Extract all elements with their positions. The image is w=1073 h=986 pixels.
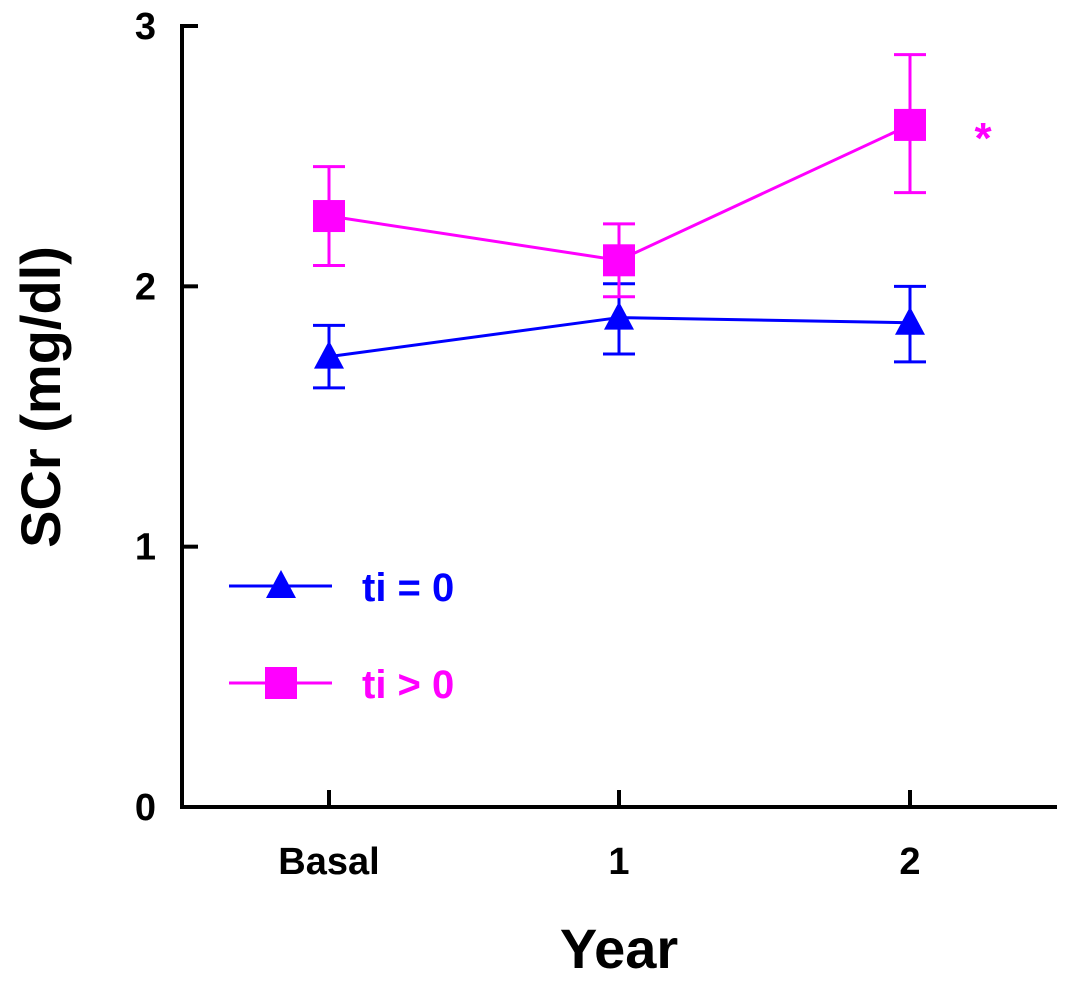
- data-point-ti-gt-0-0: [313, 200, 345, 233]
- x-axis-title: Year: [560, 917, 678, 980]
- legend-marker-ti-eq-0: [266, 570, 296, 598]
- axes: [180, 24, 1057, 809]
- legend-label-ti-gt-0: ti > 0: [362, 663, 454, 707]
- y-tick-label-0: 0: [135, 787, 156, 829]
- legend: ti = 0 ti > 0: [229, 566, 454, 707]
- series-ti-gt-0: [313, 53, 926, 299]
- series-layer: [313, 53, 926, 390]
- x-tick-label-1: 1: [608, 841, 629, 883]
- x-tick-label-2: 2: [899, 841, 920, 883]
- y-ticks: 0 1 2 3: [135, 6, 198, 829]
- x-ticks: Basal 1 2: [278, 790, 921, 883]
- data-point-ti-eq-0-1: [604, 301, 634, 330]
- series-ti-eq-0: [313, 282, 926, 390]
- significance-asterisk: *: [974, 114, 992, 163]
- y-tick-label-1: 1: [135, 527, 156, 569]
- legend-label-ti-eq-0: ti = 0: [362, 566, 454, 610]
- data-point-ti-gt-0-2: [894, 108, 926, 141]
- x-tick-label-basal: Basal: [278, 841, 379, 883]
- data-point-ti-gt-0-1: [603, 244, 635, 277]
- annotation-layer: *: [974, 114, 992, 163]
- y-tick-label-3: 3: [135, 6, 156, 48]
- data-point-ti-eq-0-2: [895, 306, 925, 335]
- data-point-ti-eq-0-0: [314, 340, 344, 369]
- y-axis-title: SCr (mg/dl): [9, 246, 72, 548]
- legend-marker-ti-gt-0: [265, 667, 297, 699]
- y-tick-label-2: 2: [135, 266, 156, 308]
